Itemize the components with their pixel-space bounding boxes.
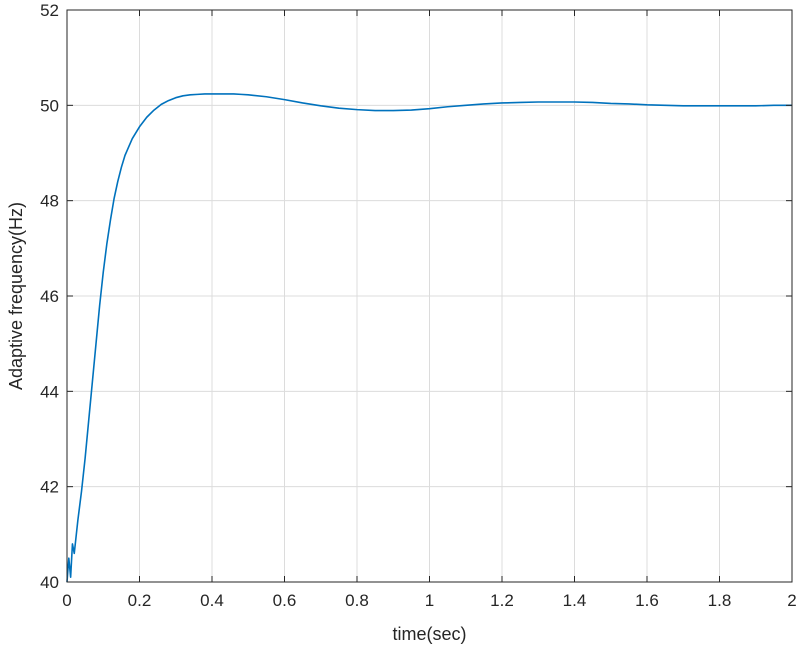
- y-tick-label: 48: [40, 192, 59, 211]
- x-tick-label: 0: [62, 591, 71, 610]
- x-tick-label: 0.8: [345, 591, 369, 610]
- series-layer: [66, 93, 792, 583]
- y-tick-label: 40: [40, 573, 59, 592]
- y-tick-label: 44: [40, 382, 59, 401]
- x-tick-label: 1.8: [708, 591, 732, 610]
- y-tick-label: 46: [40, 287, 59, 306]
- x-tick-label: 0.2: [128, 591, 152, 610]
- y-tick-label: 52: [40, 1, 59, 20]
- x-tick-label: 2: [787, 591, 796, 610]
- x-tick-label: 0.6: [273, 591, 297, 610]
- y-tick-label: 42: [40, 478, 59, 497]
- x-tick-label: 1.4: [563, 591, 587, 610]
- x-tick-label: 1.2: [490, 591, 514, 610]
- x-tick-label: 1: [425, 591, 434, 610]
- x-tick-label: 0.4: [200, 591, 224, 610]
- x-tick-label: 1.6: [635, 591, 659, 610]
- y-tick-label: 50: [40, 96, 59, 115]
- tick-layer: 0 0.2 0.4 0.6 0.8 1 1.2 1.4 1.6 1.8 2 40 42 44 46 48 50 5…: [40, 1, 797, 610]
- x-axis-label: time(sec): [392, 624, 466, 644]
- y-axis-label: Adaptive frequency(Hz): [6, 202, 26, 390]
- series-line: [66, 93, 792, 583]
